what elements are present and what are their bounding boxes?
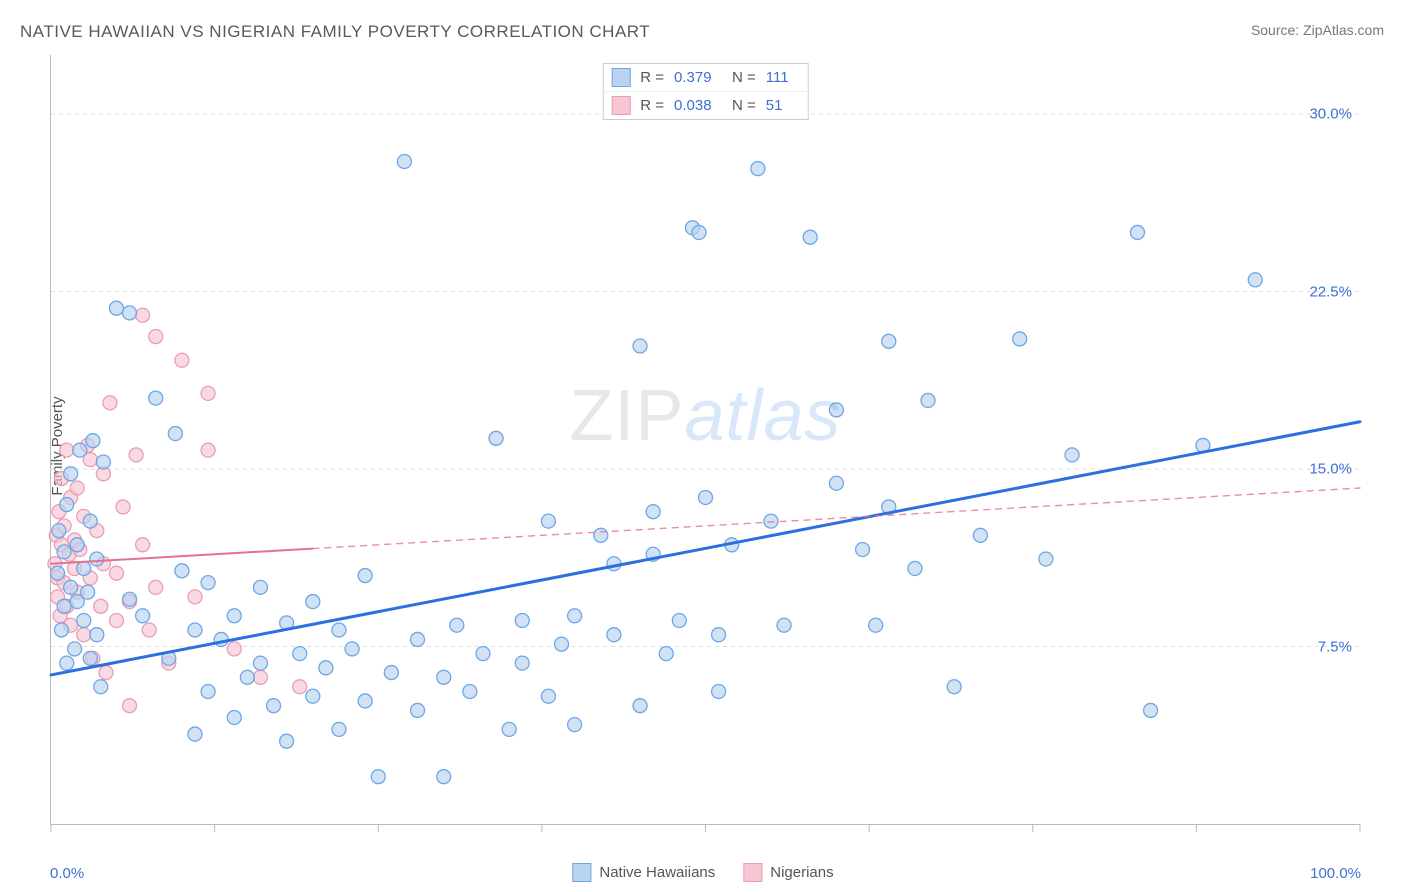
r-label: R = [640, 69, 664, 86]
legend-bottom: Native Hawaiians Nigerians [572, 863, 833, 882]
stats-legend: R = 0.379 N = 111 R = 0.038 N = 51 [602, 63, 809, 120]
plot-svg [51, 55, 1360, 824]
legend-item-nigerians: Nigerians [743, 863, 833, 882]
x-axis-max-label: 100.0% [1310, 865, 1361, 882]
y-tick-label: 15.0% [1309, 461, 1352, 478]
chart-title: NATIVE HAWAIIAN VS NIGERIAN FAMILY POVER… [20, 22, 650, 42]
legend-swatch-hawaiians [572, 863, 591, 882]
stats-row-nigerians: R = 0.038 N = 51 [603, 91, 808, 119]
n-label: N = [732, 69, 756, 86]
legend-item-hawaiians: Native Hawaiians [572, 863, 715, 882]
legend-swatch-nigerians [743, 863, 762, 882]
source-label: Source: ZipAtlas.com [1251, 22, 1384, 38]
stats-row-hawaiians: R = 0.379 N = 111 [603, 64, 808, 91]
y-tick-label: 7.5% [1318, 638, 1352, 655]
legend-label-nigerians: Nigerians [770, 864, 833, 881]
swatch-nigerians [611, 96, 630, 115]
r-value-nigerians: 0.038 [674, 97, 722, 114]
swatch-hawaiians [611, 68, 630, 87]
plot-area: ZIPatlas R = 0.379 N = 111 R = 0.038 N =… [50, 55, 1360, 825]
n-value-nigerians: 51 [766, 97, 796, 114]
r-label: R = [640, 97, 664, 114]
y-tick-label: 30.0% [1309, 106, 1352, 123]
x-axis-min-label: 0.0% [50, 865, 84, 882]
r-value-hawaiians: 0.379 [674, 69, 722, 86]
chart-container: NATIVE HAWAIIAN VS NIGERIAN FAMILY POVER… [0, 0, 1406, 892]
legend-label-hawaiians: Native Hawaiians [599, 864, 715, 881]
y-tick-label: 22.5% [1309, 283, 1352, 300]
n-value-hawaiians: 111 [766, 69, 796, 86]
n-label: N = [732, 97, 756, 114]
